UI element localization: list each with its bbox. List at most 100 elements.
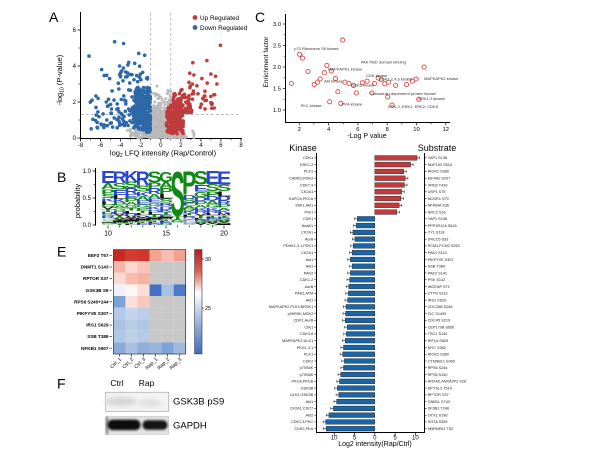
svg-text:RPS6 S240+244: RPS6 S240+244: [74, 299, 109, 304]
svg-text:0: 0: [373, 435, 377, 441]
svg-text:Rap_1: Rap_1: [145, 357, 160, 372]
svg-text:2.5: 2.5: [273, 44, 281, 50]
svg-text:E: E: [57, 244, 66, 260]
svg-text:Akt1: Akt1: [306, 400, 314, 404]
svg-text:D: D: [182, 194, 196, 200]
svg-text:D: D: [124, 213, 138, 216]
svg-text:GSK3B pS9: GSK3B pS9: [173, 397, 224, 408]
svg-text:E: E: [124, 193, 138, 199]
svg-text:PKCA,PKCB: PKCA,PKCB: [291, 380, 313, 384]
svg-text:1.0: 1.0: [83, 169, 92, 175]
svg-text:V: V: [194, 213, 209, 216]
svg-text:T: T: [112, 215, 127, 218]
svg-text:T: T: [101, 208, 116, 212]
svg-text:L: L: [147, 212, 162, 216]
svg-text:C: C: [171, 220, 185, 222]
svg-text:10: 10: [331, 435, 338, 441]
svg-text:YY1 S118: YY1 S118: [428, 231, 445, 235]
svg-text:PAK1 S114: PAK1 S114: [428, 251, 447, 255]
svg-text:K: K: [159, 222, 173, 224]
svg-text:CTTN S113: CTTN S113: [428, 292, 448, 296]
svg-text:D: D: [147, 224, 161, 226]
svg-text:CTNNBL1 S903: CTNNBL1 S903: [428, 359, 455, 363]
svg-text:A: A: [113, 217, 127, 218]
svg-text:Chk1: Chk1: [304, 325, 313, 329]
svg-text:CDK2: CDK2: [303, 359, 313, 363]
svg-text:10: 10: [412, 435, 419, 441]
svg-text:S: S: [182, 198, 196, 204]
svg-text:CDK kinase: CDK kinase: [366, 73, 388, 78]
svg-text:K: K: [147, 223, 161, 225]
svg-text:V: V: [217, 221, 233, 223]
svg-text:I: I: [153, 216, 179, 218]
svg-text:K: K: [147, 205, 162, 210]
svg-text:Kinase: Kinase: [289, 143, 317, 153]
svg-text:log2 LFQ intensity (Rap/Contro: log2 LFQ intensity (Rap/Control): [110, 149, 217, 160]
svg-text:PLK1: PLK1: [304, 353, 313, 357]
svg-text:G: G: [194, 190, 208, 198]
svg-text:T: T: [147, 221, 163, 223]
svg-text:P: P: [194, 200, 208, 206]
svg-text:A: A: [217, 220, 231, 221]
svg-text:A: A: [136, 196, 150, 203]
svg-text:P: P: [101, 188, 116, 195]
svg-text:T: T: [193, 217, 209, 218]
svg-text:Q: Q: [113, 220, 127, 221]
svg-text:V: V: [182, 224, 198, 225]
svg-text:S: S: [124, 181, 138, 191]
svg-text:Down Regulated: Down Regulated: [200, 25, 248, 32]
svg-text:P: P: [112, 202, 126, 207]
svg-text:Ctrl_2: Ctrl_2: [121, 357, 135, 371]
svg-text:R: R: [205, 209, 219, 213]
svg-text:Q: Q: [217, 223, 231, 225]
svg-text:6: 6: [356, 127, 359, 133]
svg-text:CDK1: CDK1: [303, 156, 313, 160]
svg-text:G: G: [136, 203, 150, 208]
svg-text:-6: -6: [98, 143, 104, 149]
svg-text:C: C: [182, 218, 196, 219]
svg-text:RIOK2 S380: RIOK2 S380: [428, 353, 449, 357]
svg-text:Akt2: Akt2: [306, 414, 314, 418]
svg-text:ERK1,2: ERK1,2: [300, 163, 313, 167]
svg-text:V: V: [194, 223, 210, 224]
svg-text:GSK3 kinase: GSK3 kinase: [351, 82, 375, 87]
svg-text:2: 2: [298, 127, 301, 133]
svg-text:R: R: [182, 216, 196, 219]
svg-text:D: D: [205, 196, 219, 203]
svg-text:Log2 intensity(Rap/Ctrl): Log2 intensity(Rap/Ctrl): [338, 441, 412, 448]
svg-text:0.0: 0.0: [83, 223, 92, 229]
svg-text:D: D: [101, 211, 115, 215]
svg-text:CAMK2,RSK2: CAMK2,RSK2: [289, 177, 313, 181]
svg-text:T: T: [182, 212, 197, 215]
svg-text:Y: Y: [205, 223, 219, 225]
svg-text:D: D: [194, 196, 208, 203]
svg-text:B: B: [57, 169, 66, 185]
svg-text:D: D: [182, 222, 196, 223]
svg-text:PPP1R12A S616: PPP1R12A S616: [428, 224, 457, 228]
svg-text:IRS1 S629: IRS1 S629: [86, 323, 109, 328]
svg-text:G: G: [148, 202, 162, 208]
svg-text:0.5: 0.5: [83, 196, 92, 202]
svg-text:C: C: [136, 221, 150, 222]
svg-text:8: 8: [239, 143, 243, 149]
svg-text:T: T: [124, 207, 139, 211]
svg-text:GAPDH: GAPDH: [173, 421, 207, 432]
svg-text:S: S: [170, 160, 184, 231]
svg-text:L: L: [135, 223, 150, 224]
svg-text:M: M: [148, 219, 161, 220]
svg-text:V: V: [112, 218, 128, 219]
svg-text:D: D: [147, 209, 161, 214]
svg-text:G: G: [101, 214, 115, 217]
svg-text:Rap_3: Rap_3: [169, 357, 184, 372]
svg-text:C: C: [113, 223, 127, 224]
svg-text:A: A: [101, 182, 115, 191]
svg-text:R: R: [113, 168, 127, 186]
svg-text:-4: -4: [118, 143, 124, 149]
svg-text:KAPCA,PKCA: KAPCA,PKCA: [289, 197, 314, 201]
svg-text:G: G: [113, 207, 127, 211]
svg-text:E: E: [194, 183, 208, 194]
svg-text:I: I: [142, 218, 168, 220]
svg-text:Y: Y: [217, 222, 231, 224]
svg-text:S: S: [101, 193, 115, 199]
svg-text:I: I: [118, 220, 144, 221]
